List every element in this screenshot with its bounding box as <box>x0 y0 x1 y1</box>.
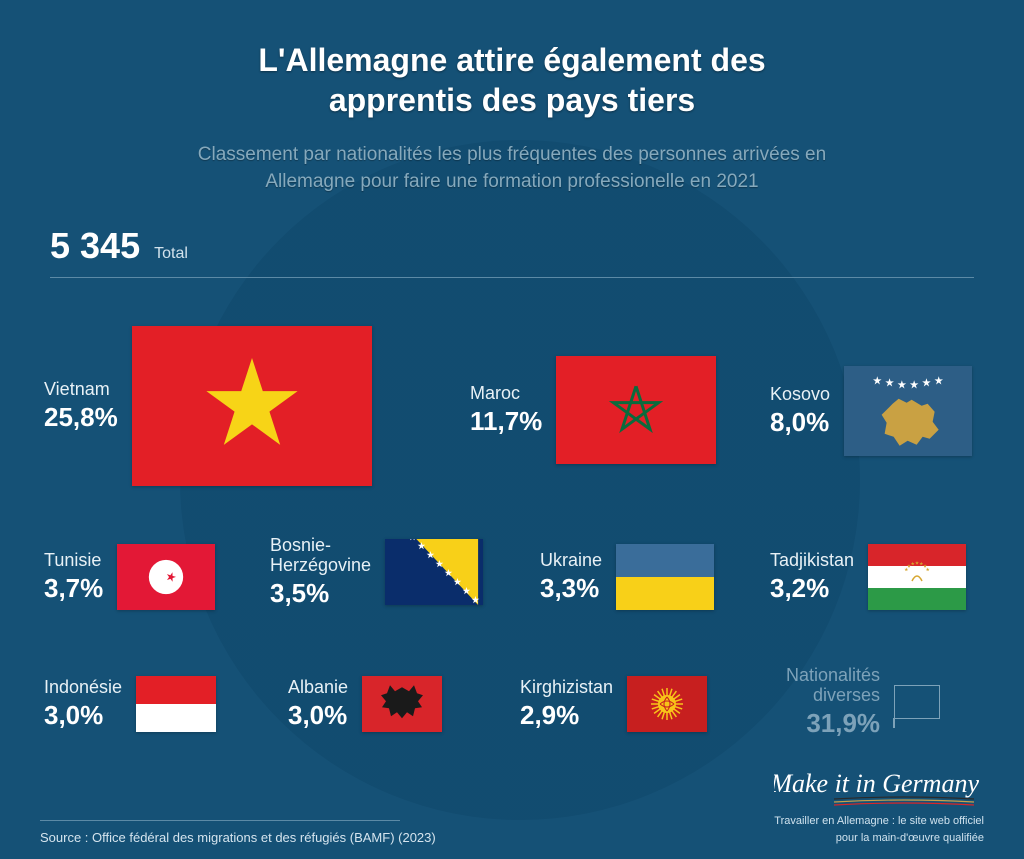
country-name: Indonésie <box>44 678 122 698</box>
flag-vietnam-icon <box>132 326 372 486</box>
country-name: Bosnie-Herzégovine <box>270 536 371 576</box>
country-name: Ukraine <box>540 551 602 571</box>
country-pct: 3,0% <box>44 700 122 731</box>
country-vietnam: Vietnam25,8% <box>44 326 372 486</box>
country-pct: 2,9% <box>520 700 613 731</box>
country-kirghizistan: Kirghizistan2,9% <box>520 676 707 732</box>
svg-text:Make it in Germany: Make it in Germany <box>774 769 979 798</box>
brand-tagline-1: Travailler en Allemagne : le site web of… <box>774 814 984 828</box>
country-pct: 3,3% <box>540 573 602 604</box>
flag-kosovo-icon <box>844 366 972 456</box>
brand-block: Make it in Germany Travailler en Allemag… <box>774 768 984 845</box>
country-pct: 3,0% <box>288 700 348 731</box>
country-indonesie: Indonésie3,0% <box>44 676 216 732</box>
brand-tagline-2: pour la main-d'œuvre qualifiée <box>774 831 984 845</box>
page-title: L'Allemagne attire également desapprenti… <box>50 40 974 120</box>
country-name: Vietnam <box>44 380 118 400</box>
country-pct: 8,0% <box>770 407 830 438</box>
flag-maroc-icon <box>556 356 716 464</box>
country-pct: 3,5% <box>270 578 371 609</box>
country-tadjikistan: Tadjikistan3,2% <box>770 544 966 610</box>
country-name: Kirghizistan <box>520 678 613 698</box>
total-label: Total <box>154 245 188 263</box>
country-bosnie: Bosnie-Herzégovine3,5% <box>270 536 483 609</box>
country-ukraine: Ukraine3,3% <box>540 544 714 610</box>
country-name: Kosovo <box>770 385 830 405</box>
country-tunisie: Tunisie3,7% <box>44 544 215 610</box>
total-value: 5 345 <box>50 225 140 267</box>
country-albanie: Albanie3,0% <box>288 676 442 732</box>
divider <box>50 277 974 278</box>
diverse-pct: 31,9% <box>786 708 880 739</box>
total-row: 5 345 Total <box>50 225 974 267</box>
country-pct: 3,2% <box>770 573 854 604</box>
flag-tunisie-icon <box>117 544 215 610</box>
country-name: Tadjikistan <box>770 551 854 571</box>
country-pct: 11,7% <box>470 406 542 437</box>
diverse-flag-icon <box>894 685 940 719</box>
diverse-name: Nationalitésdiverses <box>786 666 880 706</box>
diverse-nationalities: Nationalitésdiverses31,9% <box>786 666 940 739</box>
brand-script-logo: Make it in Germany <box>774 768 984 812</box>
flag-albanie-icon <box>362 676 442 732</box>
source-text: Source : Office fédéral des migrations e… <box>40 830 436 845</box>
country-name: Tunisie <box>44 551 103 571</box>
flag-bosnie-icon <box>385 539 483 605</box>
flag-tadjikistan-icon <box>868 544 966 610</box>
countries-grid: Vietnam25,8%Maroc11,7%Kosovo8,0%Tunisie3… <box>50 296 974 776</box>
country-name: Albanie <box>288 678 348 698</box>
country-name: Maroc <box>470 384 542 404</box>
subtitle: Classement par nationalités les plus fré… <box>50 142 974 195</box>
flag-bicolor-h-icon <box>136 676 216 732</box>
country-pct: 25,8% <box>44 402 118 433</box>
country-pct: 3,7% <box>44 573 103 604</box>
country-kosovo: Kosovo8,0% <box>770 366 972 456</box>
flag-kirghizistan-icon <box>627 676 707 732</box>
flag-ukraine-icon <box>616 544 714 610</box>
country-maroc: Maroc11,7% <box>470 356 716 464</box>
